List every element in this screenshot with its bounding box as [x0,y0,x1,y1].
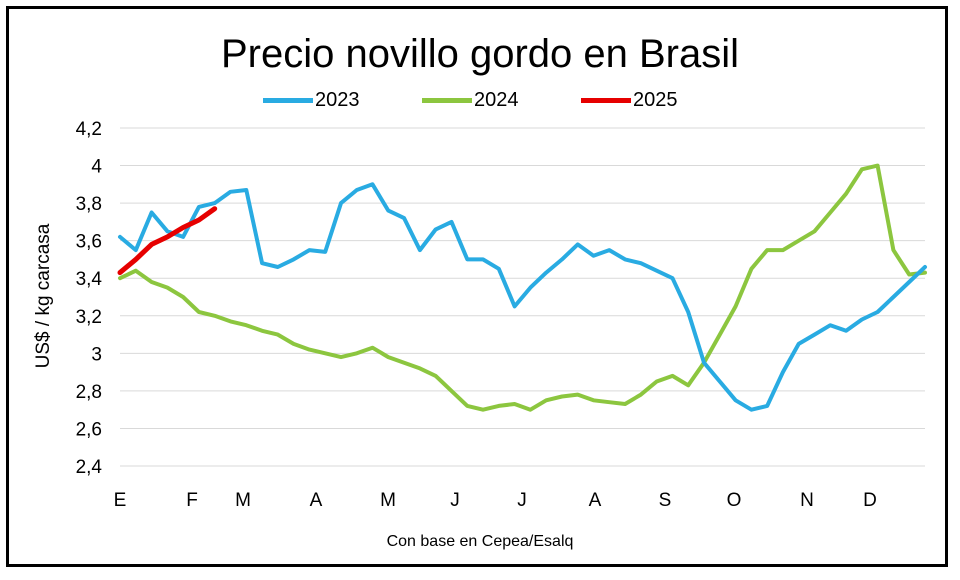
y-tick-label: 4 [91,157,102,178]
y-tick-label: 2,8 [76,382,102,403]
x-tick-label: J [450,490,460,511]
x-tick-label: A [310,490,323,511]
legend-swatch-2024 [422,97,472,103]
legend-label-2023: 2023 [315,88,360,111]
series-line-2023 [118,182,927,412]
y-tick-label: 3 [91,344,102,365]
x-tick-label: O [727,490,742,511]
y-tick-label: 2,6 [76,419,102,440]
x-tick-label: M [235,490,251,511]
x-tick-label: D [863,490,877,511]
legend-item-2023: 2023 [263,86,360,114]
y-tick-label: 3,8 [76,194,102,215]
y-tick-label: 3,4 [76,269,103,290]
y-tick-label: 4,2 [76,119,102,140]
legend-swatch-2025 [581,97,631,103]
series-line-2025 [117,206,218,276]
x-tick-label: A [589,490,602,511]
y-tick-label: 3,2 [76,307,102,328]
legend-label-2025: 2025 [633,88,678,111]
x-tick-label: M [380,490,396,511]
legend: 2023 2024 2025 [0,86,960,114]
series-line-2024 [118,163,927,412]
chart-title: Precio novillo gordo en Brasil [220,32,740,76]
x-tick-label: E [114,490,127,511]
legend-swatch-2023 [263,97,313,103]
legend-label-2024: 2024 [474,88,519,111]
legend-item-2025: 2025 [581,86,678,114]
legend-item-2024: 2024 [422,86,519,114]
source-note: Con base en Cepea/Esalq [386,533,574,550]
x-tick-label: N [800,490,814,511]
x-tick-label: J [517,490,527,511]
y-tick-label: 2,4 [76,457,103,478]
x-tick-label: F [186,490,198,511]
x-tick-label: S [659,490,672,511]
y-tick-label: 3,6 [76,232,102,253]
